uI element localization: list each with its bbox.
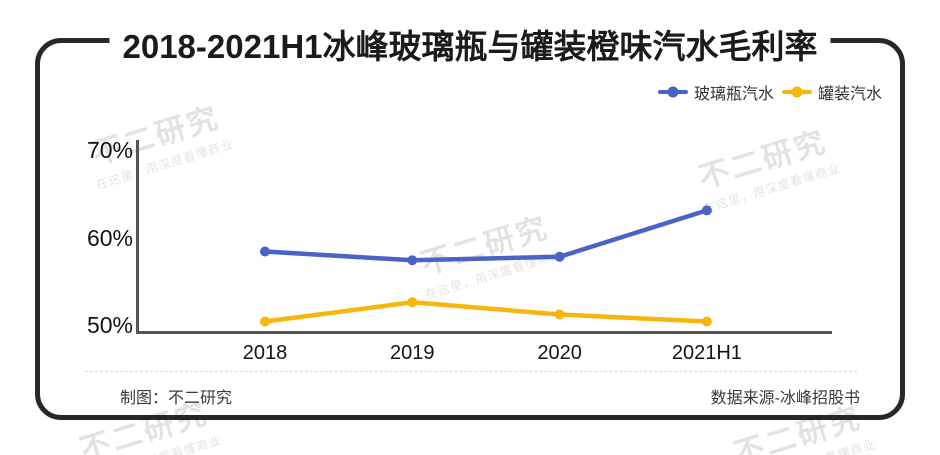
series-layer [260,205,712,327]
x-axis-tick: 2020 [537,342,582,364]
footer-divider [85,371,857,372]
chart-legend: 玻璃瓶汽水 罐装汽水 [657,80,882,104]
data-point [260,246,270,257]
series-line-0 [262,208,710,263]
series-line-1 [262,300,710,324]
legend-item-glass-bottle-soda: 玻璃瓶汽水 [657,80,774,104]
data-source: 数据来源-冰峰招股书 [710,390,860,407]
data-point [701,205,712,216]
data-point [554,309,565,320]
y-axis-tick: 50% [86,312,133,338]
x-axis-tick: 2018 [242,342,288,364]
legend-dot-icon [791,86,803,98]
y-axis-tick: 60% [86,224,133,251]
legend-line-dot-marker [657,86,688,98]
data-point [407,297,418,308]
legend-line-dot-marker [781,86,812,98]
data-point [701,316,712,327]
legend-item-canned-soda: 罐装汽水 [781,80,882,104]
legend-label: 罐装汽水 [817,86,882,103]
page-title: 2018-2021H1冰峰玻璃瓶与罐装橙味汽水毛利率 [109,20,831,68]
y-axis-tick: 70% [86,137,133,163]
x-axis-tick: 2021H1 [671,342,742,364]
legend-dot-icon [667,86,679,98]
legend-label: 玻璃瓶汽水 [693,86,774,103]
data-point [554,251,565,262]
x-axis-tick: 2019 [390,342,435,364]
data-point [407,255,418,266]
data-point [260,316,270,327]
chart-credit: 制图：不二研究 [120,390,233,407]
